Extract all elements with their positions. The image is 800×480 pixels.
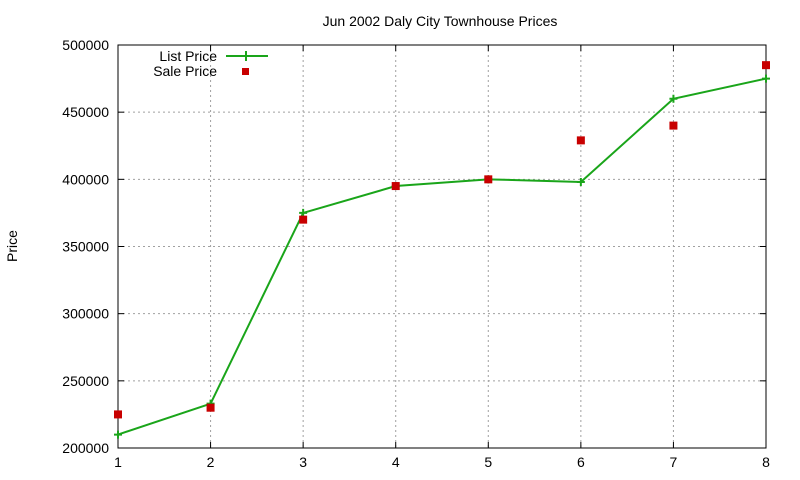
sale-price-point: [576, 136, 585, 145]
list-price-point: [114, 430, 122, 439]
legend-marker-list-price: [241, 51, 251, 61]
sale-price-point: [762, 61, 770, 70]
y-tick-label: 450000: [62, 104, 109, 120]
y-tick-label: 300000: [62, 306, 109, 322]
sale-price-point: [669, 121, 678, 130]
series-layer: [114, 61, 770, 439]
tick-layer: 1 2 3 4 5 6 7 8 200000 250000 300000 350000 400000 45…: [62, 37, 770, 470]
list-price-point: [299, 208, 308, 217]
y-tick-label: 250000: [62, 373, 109, 389]
x-tick-label: 3: [299, 454, 307, 470]
sale-price-point: [114, 410, 122, 419]
list-price-point: [576, 178, 585, 187]
y-tick-label: 200000: [62, 440, 109, 456]
series-line-list-price: [117, 77, 767, 436]
legend-label-list-price: List Price: [159, 48, 217, 64]
x-tick-label: 7: [670, 454, 678, 470]
sale-price-point: [299, 215, 308, 224]
sale-price-point: [484, 175, 493, 184]
y-axis-label: Price: [4, 230, 20, 262]
x-tick-label: 8: [762, 454, 770, 470]
list-price-point: [669, 94, 678, 103]
sale-price-point: [206, 403, 215, 412]
chart-title: Jun 2002 Daly City Townhouse Prices: [323, 13, 558, 29]
sale-price-point: [391, 182, 400, 191]
y-tick-label: 400000: [62, 171, 109, 187]
legend: List Price Sale Price: [153, 48, 268, 79]
y-tick-label: 350000: [62, 239, 109, 255]
x-tick-label: 2: [207, 454, 215, 470]
x-tick-label: 4: [392, 454, 400, 470]
grid-layer: [118, 45, 766, 448]
x-tick-label: 6: [577, 454, 585, 470]
x-tick-label: 1: [114, 454, 122, 470]
x-tick-label: 5: [484, 454, 492, 470]
y-tick-label: 500000: [62, 37, 109, 53]
list-price-point: [762, 74, 770, 83]
legend-label-sale-price: Sale Price: [153, 63, 217, 79]
legend-marker-sale-price: [242, 68, 249, 75]
